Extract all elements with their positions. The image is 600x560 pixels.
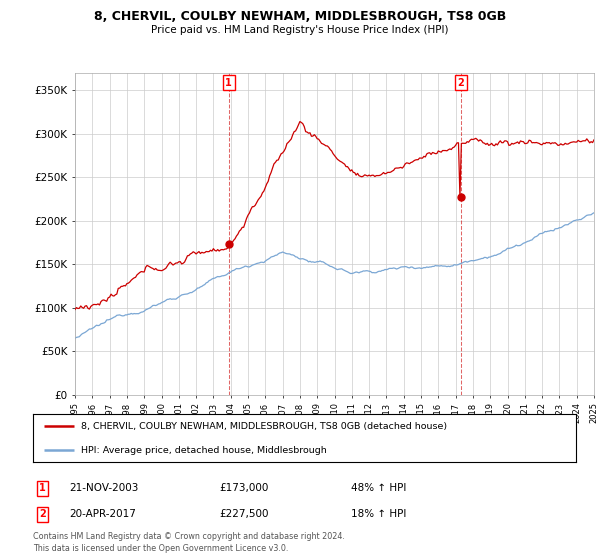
Text: 8, CHERVIL, COULBY NEWHAM, MIDDLESBROUGH, TS8 0GB (detached house): 8, CHERVIL, COULBY NEWHAM, MIDDLESBROUGH… (81, 422, 447, 431)
Text: 1: 1 (39, 483, 46, 493)
Text: £173,000: £173,000 (219, 483, 268, 493)
Text: 8, CHERVIL, COULBY NEWHAM, MIDDLESBROUGH, TS8 0GB: 8, CHERVIL, COULBY NEWHAM, MIDDLESBROUGH… (94, 10, 506, 23)
Text: 18% ↑ HPI: 18% ↑ HPI (351, 509, 406, 519)
Text: 21-NOV-2003: 21-NOV-2003 (69, 483, 139, 493)
Text: This data is licensed under the Open Government Licence v3.0.: This data is licensed under the Open Gov… (33, 544, 289, 553)
Text: 1: 1 (225, 78, 232, 87)
Text: 20-APR-2017: 20-APR-2017 (69, 509, 136, 519)
Text: £227,500: £227,500 (219, 509, 269, 519)
Text: 2: 2 (39, 509, 46, 519)
Text: 48% ↑ HPI: 48% ↑ HPI (351, 483, 406, 493)
Text: Contains HM Land Registry data © Crown copyright and database right 2024.: Contains HM Land Registry data © Crown c… (33, 532, 345, 541)
Text: 2: 2 (457, 78, 464, 87)
Text: HPI: Average price, detached house, Middlesbrough: HPI: Average price, detached house, Midd… (81, 446, 326, 455)
Text: Price paid vs. HM Land Registry's House Price Index (HPI): Price paid vs. HM Land Registry's House … (151, 25, 449, 35)
